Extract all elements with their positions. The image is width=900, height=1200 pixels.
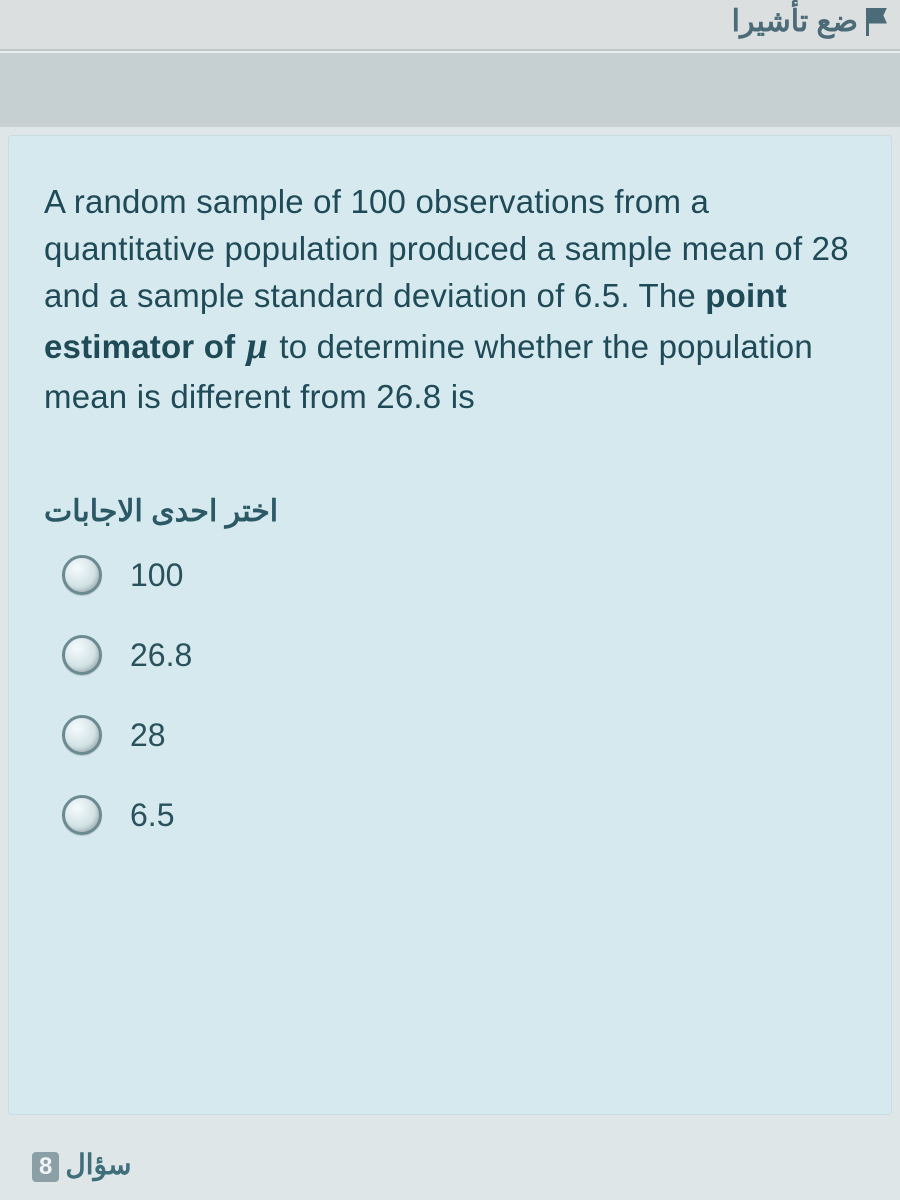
choose-answer-label: اختر احدى الاجابات (44, 494, 856, 529)
mu-symbol: μ (245, 325, 270, 367)
next-question-label: سؤال (65, 1148, 131, 1181)
options-list: 100 26.8 28 6.5 (44, 555, 856, 835)
flag-icon (866, 8, 888, 36)
separator-strip (0, 51, 900, 127)
next-question-link[interactable]: سؤال 8 (32, 1148, 131, 1182)
option-label: 26.8 (130, 637, 192, 674)
radio-icon (62, 715, 102, 755)
option-4[interactable]: 6.5 (62, 795, 856, 835)
radio-icon (62, 635, 102, 675)
option-3[interactable]: 28 (62, 715, 856, 755)
option-label: 6.5 (130, 797, 174, 834)
radio-icon (62, 795, 102, 835)
option-label: 28 (130, 717, 166, 754)
flag-label: ضع تأشيرا (732, 4, 858, 39)
option-1[interactable]: 100 (62, 555, 856, 595)
flag-question-bar[interactable]: ضع تأشيرا (0, 0, 900, 51)
quiz-page: ضع تأشيرا A random sample of 100 observa… (0, 0, 900, 1200)
option-2[interactable]: 26.8 (62, 635, 856, 675)
option-label: 100 (130, 557, 183, 594)
question-card: A random sample of 100 observations from… (8, 135, 892, 1115)
next-question-number: 8 (32, 1152, 59, 1182)
radio-icon (62, 555, 102, 595)
question-text: A random sample of 100 observations from… (44, 179, 856, 420)
